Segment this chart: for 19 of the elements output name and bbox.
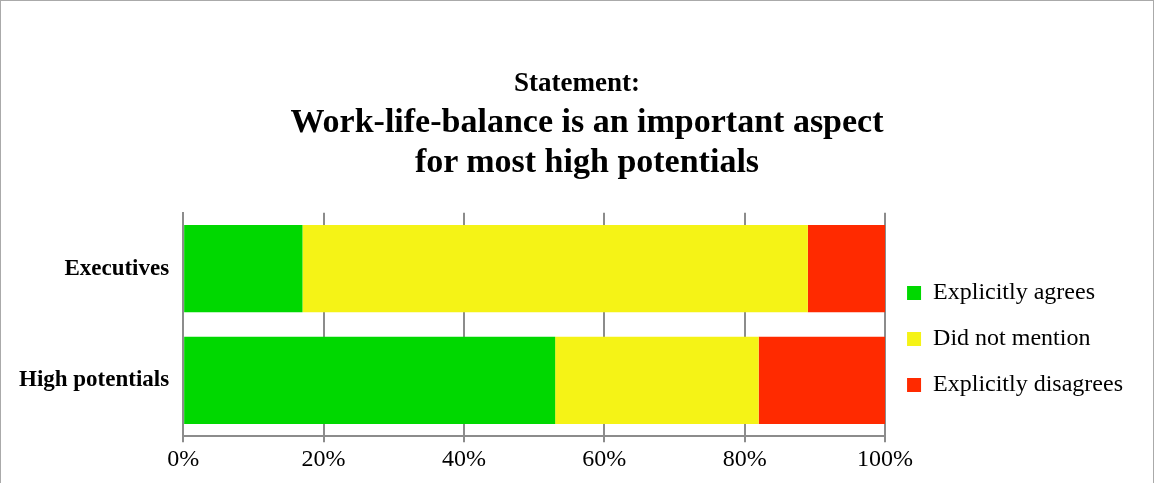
bar [807,225,886,313]
bar [302,225,808,313]
x-tick-label: 60% [582,444,627,471]
bar [758,336,886,424]
legend-label: Explicitly agrees [933,278,1095,305]
x-tick-label: 100% [857,444,914,471]
chart-subtitle: Work-life-balance is an important aspect for most high potentials [289,101,885,181]
bar [184,225,303,313]
x-tick-label: 80% [722,444,767,471]
bar [555,336,759,424]
legend-label: Did not mention [933,324,1091,351]
bar [184,336,556,424]
x-tick-label: 20% [301,444,346,471]
y-tick-label: High potentials [18,366,170,392]
x-tick-label: 0% [167,444,200,471]
chart-title: Statement: [513,67,641,98]
x-tick-label: 40% [441,444,486,471]
y-tick-label: Executives [64,254,170,280]
legend-label: Explicitly disagrees [933,370,1123,397]
